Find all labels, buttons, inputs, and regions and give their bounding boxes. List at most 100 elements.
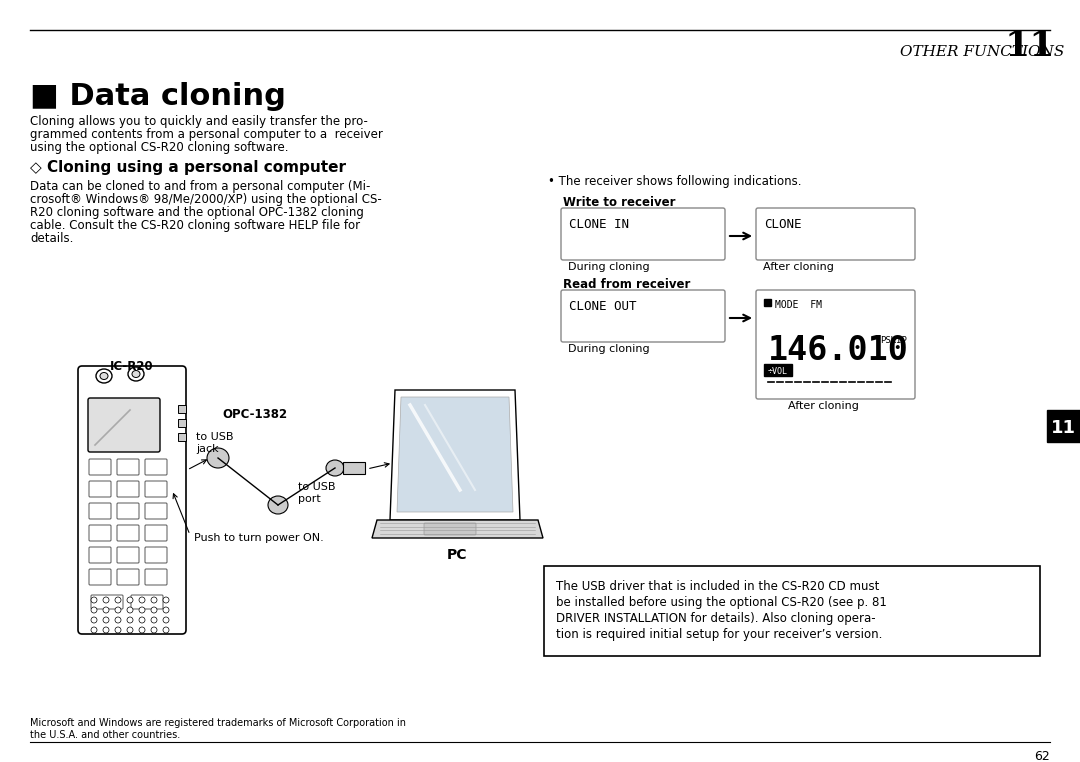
Text: 146.010: 146.010 xyxy=(768,334,909,367)
FancyBboxPatch shape xyxy=(117,481,139,497)
Circle shape xyxy=(139,627,145,633)
Circle shape xyxy=(151,597,157,603)
Text: The USB driver that is included in the CS-R20 CD must: The USB driver that is included in the C… xyxy=(556,580,879,593)
Text: • The receiver shows following indications.: • The receiver shows following indicatio… xyxy=(548,175,801,188)
Text: the U.S.A. and other countries.: the U.S.A. and other countries. xyxy=(30,730,180,740)
Bar xyxy=(764,299,771,306)
Text: ÷VOL: ÷VOL xyxy=(768,367,788,376)
Text: During cloning: During cloning xyxy=(568,344,650,354)
FancyBboxPatch shape xyxy=(78,366,186,634)
Text: crosoft® Windows® 98/Me/2000/XP) using the optional CS-: crosoft® Windows® 98/Me/2000/XP) using t… xyxy=(30,193,381,206)
Text: OPC-1382: OPC-1382 xyxy=(222,408,287,421)
FancyBboxPatch shape xyxy=(89,525,111,541)
Text: Push to turn power ON.: Push to turn power ON. xyxy=(194,533,324,543)
FancyBboxPatch shape xyxy=(131,595,163,609)
Circle shape xyxy=(151,627,157,633)
Circle shape xyxy=(114,617,121,623)
Circle shape xyxy=(127,627,133,633)
FancyBboxPatch shape xyxy=(89,481,111,497)
Text: Read from receiver: Read from receiver xyxy=(563,278,690,291)
Text: cable. Consult the CS-R20 cloning software HELP file for: cable. Consult the CS-R20 cloning softwa… xyxy=(30,219,360,232)
Circle shape xyxy=(139,617,145,623)
Text: CLONE IN: CLONE IN xyxy=(569,218,629,231)
Ellipse shape xyxy=(100,373,108,379)
Circle shape xyxy=(103,617,109,623)
Text: using the optional CS-R20 сloning software.: using the optional CS-R20 сloning softwa… xyxy=(30,141,288,154)
Circle shape xyxy=(103,627,109,633)
Text: tion is required initial setup for your receiver’s version.: tion is required initial setup for your … xyxy=(556,628,882,641)
Text: After cloning: After cloning xyxy=(788,401,859,411)
Text: R20 cloning software and the optional OPC-1382 cloning: R20 cloning software and the optional OP… xyxy=(30,206,364,219)
FancyBboxPatch shape xyxy=(561,208,725,260)
Ellipse shape xyxy=(96,369,112,383)
Text: After cloning: After cloning xyxy=(762,262,834,272)
Bar xyxy=(764,364,792,376)
FancyBboxPatch shape xyxy=(561,290,725,342)
Circle shape xyxy=(103,607,109,613)
FancyBboxPatch shape xyxy=(756,208,915,260)
Circle shape xyxy=(91,617,97,623)
Ellipse shape xyxy=(132,370,140,377)
Bar xyxy=(178,405,186,413)
Circle shape xyxy=(114,627,121,633)
Circle shape xyxy=(163,597,168,603)
Text: Write to receiver: Write to receiver xyxy=(563,196,675,209)
FancyBboxPatch shape xyxy=(145,569,167,585)
Text: PC: PC xyxy=(447,548,468,562)
FancyBboxPatch shape xyxy=(145,525,167,541)
Circle shape xyxy=(114,607,121,613)
Bar xyxy=(343,462,365,474)
Ellipse shape xyxy=(326,460,345,476)
FancyBboxPatch shape xyxy=(145,503,167,519)
Text: 62: 62 xyxy=(1035,750,1050,762)
FancyBboxPatch shape xyxy=(89,503,111,519)
Text: Microsoft and Windows are registered trademarks of Microsoft Corporation in: Microsoft and Windows are registered tra… xyxy=(30,718,406,728)
Text: to USB
jack: to USB jack xyxy=(195,432,233,454)
Text: IC-R20: IC-R20 xyxy=(110,360,153,373)
Text: During cloning: During cloning xyxy=(568,262,650,272)
Text: be installed before using the optional CS-R20 (see p. 81: be installed before using the optional C… xyxy=(556,596,887,609)
FancyBboxPatch shape xyxy=(89,459,111,475)
FancyBboxPatch shape xyxy=(117,547,139,563)
Circle shape xyxy=(91,607,97,613)
Text: grammed contents from a personal computer to a  receiver: grammed contents from a personal compute… xyxy=(30,128,383,141)
Ellipse shape xyxy=(129,367,144,381)
Text: to USB
port: to USB port xyxy=(298,482,336,504)
FancyBboxPatch shape xyxy=(117,569,139,585)
Circle shape xyxy=(91,627,97,633)
Text: ■ Data cloning: ■ Data cloning xyxy=(30,82,286,111)
Circle shape xyxy=(91,597,97,603)
FancyBboxPatch shape xyxy=(117,525,139,541)
Polygon shape xyxy=(390,390,519,520)
Text: MODE  FM: MODE FM xyxy=(775,300,822,310)
Ellipse shape xyxy=(268,496,288,514)
FancyBboxPatch shape xyxy=(117,459,139,475)
FancyBboxPatch shape xyxy=(117,503,139,519)
Text: Data can be cloned to and from a personal computer (Mi-: Data can be cloned to and from a persona… xyxy=(30,180,370,193)
Text: 11: 11 xyxy=(1051,419,1076,437)
FancyBboxPatch shape xyxy=(87,398,160,452)
Circle shape xyxy=(127,617,133,623)
Circle shape xyxy=(103,597,109,603)
Bar xyxy=(178,433,186,441)
Circle shape xyxy=(127,597,133,603)
Circle shape xyxy=(127,607,133,613)
FancyBboxPatch shape xyxy=(145,481,167,497)
Circle shape xyxy=(139,607,145,613)
Text: CLONE: CLONE xyxy=(764,218,801,231)
Circle shape xyxy=(163,607,168,613)
Bar xyxy=(1047,410,1080,442)
Circle shape xyxy=(163,617,168,623)
Bar xyxy=(178,419,186,427)
Circle shape xyxy=(139,597,145,603)
Circle shape xyxy=(114,597,121,603)
Text: ◇ Cloning using a personal computer: ◇ Cloning using a personal computer xyxy=(30,160,346,175)
Circle shape xyxy=(151,617,157,623)
FancyBboxPatch shape xyxy=(424,523,476,535)
Text: 11: 11 xyxy=(1004,29,1055,63)
Text: Cloning allows you to quickly and easily transfer the pro-: Cloning allows you to quickly and easily… xyxy=(30,115,368,128)
Ellipse shape xyxy=(207,448,229,468)
Text: details.: details. xyxy=(30,232,73,245)
Text: DRIVER INSTALLATION for details). Also cloning opera-: DRIVER INSTALLATION for details). Also c… xyxy=(556,612,876,625)
Circle shape xyxy=(163,627,168,633)
